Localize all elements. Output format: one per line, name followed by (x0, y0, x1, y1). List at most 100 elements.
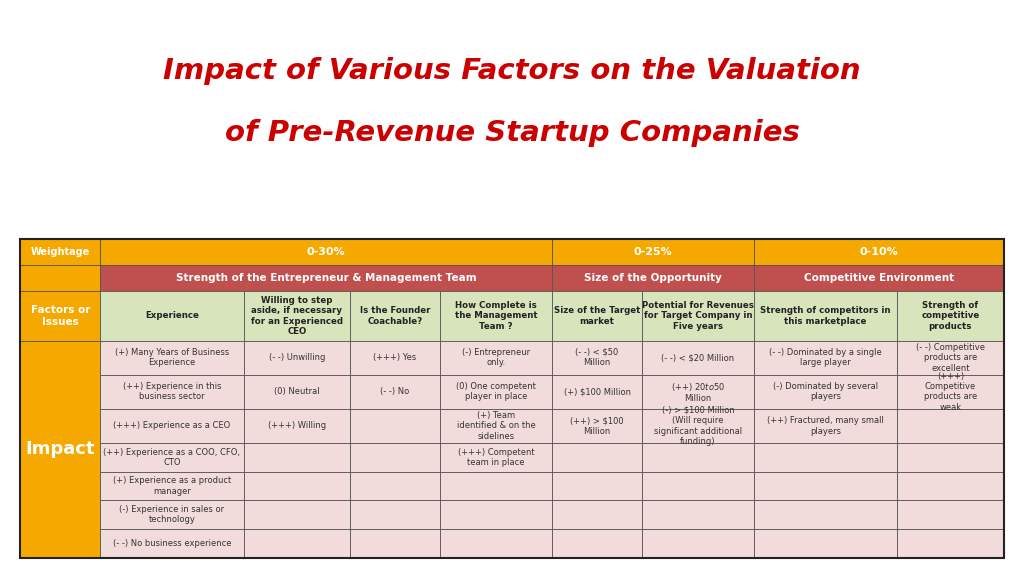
Bar (440, 291, 552, 341)
Bar (552, 443, 642, 472)
Bar (754, 472, 897, 500)
Text: (-) Dominated by several
players: (-) Dominated by several players (773, 382, 878, 402)
Text: 0-10%: 0-10% (859, 247, 898, 257)
Text: Is the Founder
Coachable?: Is the Founder Coachable? (359, 306, 430, 325)
Bar (642, 375, 754, 409)
Text: Impact: Impact (26, 440, 95, 458)
Bar (244, 500, 350, 529)
Bar (642, 472, 754, 500)
Bar (350, 291, 440, 341)
Bar (754, 443, 897, 472)
Text: (- -) Competitive
products are
excellent: (- -) Competitive products are excellent (915, 343, 985, 373)
Bar (100, 409, 244, 443)
Bar (754, 239, 1004, 265)
Text: (+) Team
identified & on the
sidelines: (+) Team identified & on the sidelines (457, 411, 536, 441)
Bar (440, 472, 552, 500)
Bar (440, 529, 552, 558)
Bar (552, 500, 642, 529)
Text: of Pre-Revenue Startup Companies: of Pre-Revenue Startup Companies (224, 119, 800, 147)
Bar (350, 409, 440, 443)
Bar (552, 341, 642, 375)
Text: Potential for Revenues
for Target Company in
Five years: Potential for Revenues for Target Compan… (642, 301, 754, 331)
Bar (642, 500, 754, 529)
Bar (897, 291, 1004, 341)
Bar (244, 472, 350, 500)
Bar (642, 443, 754, 472)
Text: Strength of
competitive
products: Strength of competitive products (922, 301, 980, 331)
Bar (244, 409, 350, 443)
Bar (350, 341, 440, 375)
Bar (20, 265, 100, 291)
Bar (642, 409, 754, 443)
Bar (897, 529, 1004, 558)
Bar (100, 341, 244, 375)
Text: (+) Many Years of Business
Experience: (+) Many Years of Business Experience (115, 348, 229, 368)
Bar (552, 375, 642, 409)
Text: Strength of competitors in
this marketplace: Strength of competitors in this marketpl… (760, 306, 891, 325)
Bar (552, 472, 642, 500)
Text: (++) Fractured, many small
players: (++) Fractured, many small players (767, 416, 884, 435)
Text: Size of the Target
market: Size of the Target market (554, 306, 640, 325)
Text: (- -) No: (- -) No (381, 387, 410, 396)
Bar (642, 529, 754, 558)
Text: Weightage: Weightage (31, 247, 90, 257)
Bar (440, 375, 552, 409)
Text: Size of the Opportunity: Size of the Opportunity (584, 273, 722, 283)
Bar (244, 529, 350, 558)
Text: (0) One competent
player in place: (0) One competent player in place (456, 382, 536, 402)
Bar (100, 529, 244, 558)
Text: (- -) < $50
Million: (- -) < $50 Million (575, 348, 618, 368)
Text: Willing to step
aside, if necessary
for an Experienced
CEO: Willing to step aside, if necessary for … (251, 296, 343, 336)
Text: (- -) No business experience: (- -) No business experience (113, 539, 231, 548)
Text: (- -) Unwilling: (- -) Unwilling (268, 353, 325, 362)
Bar (440, 341, 552, 375)
Text: (+++)
Competitive
products are
weak: (+++) Competitive products are weak (924, 372, 977, 412)
Bar (244, 375, 350, 409)
Bar (754, 341, 897, 375)
Text: (-) > $100 Million
(Will require
significant additional
funding): (-) > $100 Million (Will require signifi… (654, 406, 742, 446)
Text: (- -) Dominated by a single
large player: (- -) Dominated by a single large player (769, 348, 882, 368)
Bar (754, 291, 897, 341)
Bar (642, 341, 754, 375)
Bar (350, 443, 440, 472)
Bar (100, 443, 244, 472)
Bar (754, 265, 1004, 291)
Text: (-) Entrepreneur
only.: (-) Entrepreneur only. (462, 348, 530, 368)
Bar (552, 409, 642, 443)
Bar (440, 409, 552, 443)
Text: (+++) Yes: (+++) Yes (374, 353, 417, 362)
Text: (++) Experience as a COO, CFO,
CTO: (++) Experience as a COO, CFO, CTO (103, 448, 241, 467)
Bar (897, 443, 1004, 472)
Bar (350, 472, 440, 500)
Text: (0) Neutral: (0) Neutral (274, 387, 319, 396)
Text: (+++) Willing: (+++) Willing (267, 422, 326, 430)
Text: (+++) Competent
team in place: (+++) Competent team in place (458, 448, 535, 467)
Text: How Complete is
the Management
Team ?: How Complete is the Management Team ? (455, 301, 538, 331)
Bar (20, 291, 100, 341)
Text: 0-25%: 0-25% (634, 247, 672, 257)
Bar (897, 409, 1004, 443)
Bar (100, 265, 552, 291)
Bar (20, 341, 100, 558)
Bar (552, 239, 754, 265)
Bar (754, 375, 897, 409)
Bar (350, 529, 440, 558)
Bar (754, 500, 897, 529)
Text: Competitive Environment: Competitive Environment (804, 273, 953, 283)
Bar (100, 500, 244, 529)
Bar (100, 472, 244, 500)
Text: (++) $20 to $50
Million: (++) $20 to $50 Million (671, 381, 725, 403)
Text: (-) Experience in sales or
technology: (-) Experience in sales or technology (120, 505, 224, 524)
Text: (- -) < $20 Million: (- -) < $20 Million (662, 353, 734, 362)
Bar (20, 239, 100, 265)
Text: 0-30%: 0-30% (307, 247, 345, 257)
Text: Experience: Experience (145, 311, 199, 320)
Text: Impact of Various Factors on the Valuation: Impact of Various Factors on the Valuati… (163, 57, 861, 85)
Bar (552, 265, 754, 291)
Bar (440, 500, 552, 529)
Bar (552, 529, 642, 558)
Bar (754, 529, 897, 558)
Bar (642, 291, 754, 341)
Bar (350, 500, 440, 529)
Text: (++) > $100
Million: (++) > $100 Million (570, 416, 624, 435)
